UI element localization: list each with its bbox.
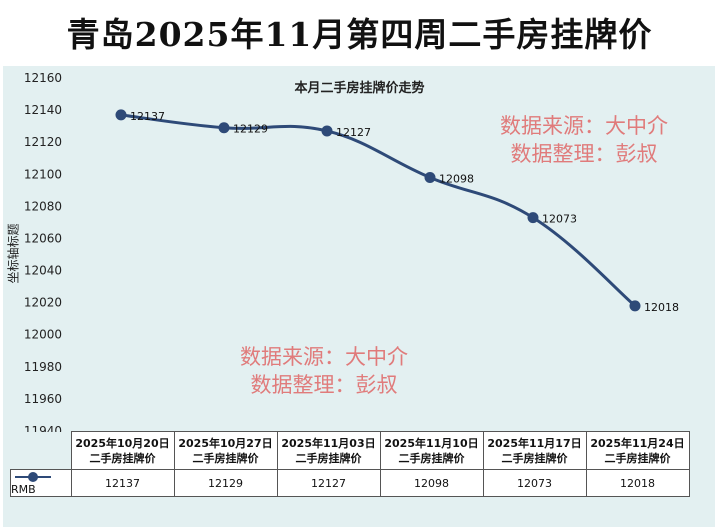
y-tick-label: 12040: [24, 264, 62, 278]
data-table-value: 12018: [585, 469, 690, 497]
data-label: 12137: [130, 110, 165, 123]
y-tick-label: 11960: [24, 392, 62, 406]
data-label: 12018: [644, 301, 679, 314]
data-point: [629, 300, 641, 312]
data-table-value: 12098: [379, 469, 484, 497]
x-category-label-line: 二手房挂牌价: [604, 451, 671, 465]
legend-key: RMB: [10, 469, 72, 497]
data-table-value: 12129: [173, 469, 278, 497]
series-line-marker-icon: [15, 472, 51, 482]
x-category-label-line: 2025年11月24日: [590, 436, 685, 450]
data-label: 12098: [439, 172, 474, 185]
watermark-source: 数据来源：大中介: [240, 345, 408, 369]
data-point: [115, 109, 127, 121]
data-table-value: 12127: [276, 469, 381, 497]
y-tick-label: 12100: [24, 167, 62, 181]
data-table: 2025年10月20日 二手房挂牌价 2025年10月27日 二手房挂牌价 2025年1…: [10, 431, 690, 497]
watermark-editor: 数据整理：彭叔: [250, 373, 398, 397]
data-table-value: 12137: [70, 469, 175, 497]
y-tick-label: 12000: [24, 328, 62, 342]
x-category-label-line: 2025年10月20日: [75, 436, 170, 450]
y-tick-label: 11980: [24, 360, 62, 374]
data-label: 12127: [336, 126, 371, 139]
data-label: 12073: [542, 213, 577, 226]
data-table-value: 12073: [482, 469, 587, 497]
data-label: 12129: [233, 123, 268, 136]
y-tick-label: 12060: [24, 231, 62, 245]
y-tick-label: 12140: [24, 103, 62, 117]
x-category-label-line: 二手房挂牌价: [398, 451, 465, 465]
x-category-label-line: 二手房挂牌价: [295, 451, 362, 465]
y-tick-label: 12080: [24, 199, 62, 213]
x-category-label-line: 2025年10月27日: [178, 436, 273, 450]
watermark-top-right: 数据来源：大中介 数据整理：彭叔: [474, 112, 694, 168]
data-point: [527, 212, 539, 224]
x-category-label-line: 二手房挂牌价: [501, 451, 568, 465]
y-tick-label: 12020: [24, 296, 62, 310]
title-banner: 青岛2025年11月第四周二手房挂牌价: [0, 0, 719, 66]
watermark-editor: 数据整理：彭叔: [510, 142, 658, 166]
x-category-label: 2025年11月03日 二手房挂牌价: [276, 431, 381, 470]
x-category-label: 2025年10月27日 二手房挂牌价: [173, 431, 278, 470]
watermark-center: 数据来源：大中介 数据整理：彭叔: [214, 343, 434, 399]
x-category-label-line: 二手房挂牌价: [89, 451, 156, 465]
x-category-label-line: 2025年11月03日: [281, 436, 376, 450]
x-category-label-line: 2025年11月10日: [384, 436, 479, 450]
x-category-label: 2025年11月24日 二手房挂牌价: [585, 431, 690, 470]
data-point: [424, 171, 436, 183]
legend-series-name: RMB: [11, 483, 36, 496]
data-table-header-row: 2025年10月20日 二手房挂牌价 2025年10月27日 二手房挂牌价 2025年1…: [10, 431, 690, 470]
banner-title: 青岛2025年11月第四周二手房挂牌价: [66, 15, 653, 54]
x-category-label: 2025年11月17日 二手房挂牌价: [482, 431, 587, 470]
data-table-corner: [10, 431, 72, 470]
x-category-label: 2025年10月20日 二手房挂牌价: [70, 431, 175, 470]
x-category-label-line: 2025年11月17日: [487, 436, 582, 450]
data-table-value-row: RMB 12137 12129 12127 12098 12073 12018: [10, 469, 690, 497]
y-tick-label: 12160: [24, 71, 62, 85]
x-category-label-line: 二手房挂牌价: [192, 451, 259, 465]
data-point: [218, 122, 230, 134]
y-tick-label: 12120: [24, 135, 62, 149]
chart-title: 本月二手房挂牌价走势: [294, 81, 425, 96]
watermark-source: 数据来源：大中介: [500, 114, 668, 138]
x-category-label: 2025年11月10日 二手房挂牌价: [379, 431, 484, 470]
data-point: [321, 125, 333, 137]
series-line-rmb: [120, 113, 636, 307]
